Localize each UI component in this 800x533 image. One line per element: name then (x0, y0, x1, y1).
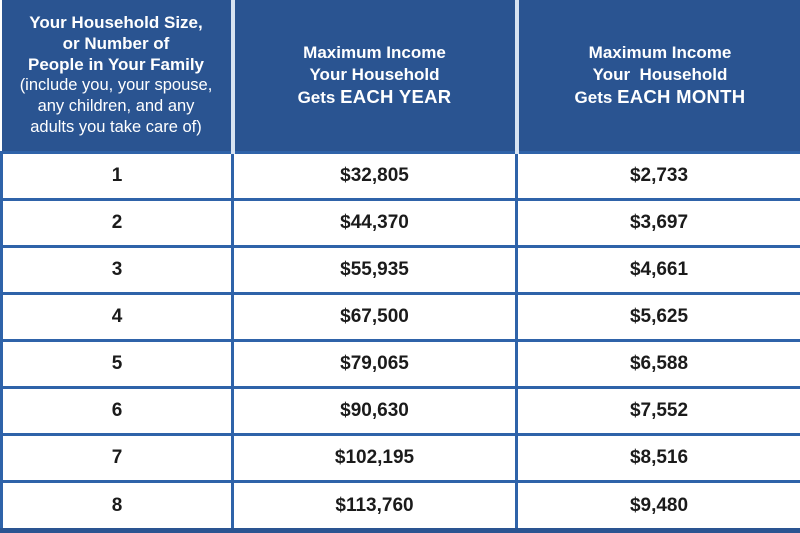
table-row: 5 $79,065 $6,588 (0, 338, 800, 389)
header-line-emphasis: EACH YEAR (340, 85, 452, 107)
monthly-income-cell: $8,516 (515, 433, 800, 484)
table-body: 1 $32,805 $2,733 2 $44,370 $3,697 3 $55,… (0, 150, 800, 533)
household-size-cell: 5 (0, 338, 234, 389)
header-line: People in Your Family (27, 55, 205, 75)
household-size-cell: 2 (0, 197, 234, 248)
table-row: 7 $102,195 $8,516 (0, 433, 800, 484)
yearly-income-cell: $44,370 (231, 197, 518, 248)
yearly-income-cell: $55,935 (231, 244, 518, 295)
header-line: (include you, your spouse, (19, 76, 213, 95)
monthly-income-cell: $4,661 (515, 244, 800, 295)
table-row: 2 $44,370 $3,697 (0, 197, 800, 248)
header-line: Your Household (309, 64, 440, 84)
monthly-income-cell: $9,480 (515, 480, 800, 533)
household-size-cell: 3 (0, 244, 234, 295)
household-size-cell: 7 (0, 433, 234, 484)
header-line: adults you take care of) (30, 118, 202, 137)
yearly-income-cell: $32,805 (231, 150, 518, 201)
header-line: Gets EACH MONTH (525, 86, 796, 109)
header-monthly-income: Maximum Income Your Household Gets EACH … (516, 0, 800, 152)
header-yearly-income: Maximum Income Your Household Gets EACH … (232, 0, 519, 152)
monthly-income-cell: $3,697 (515, 197, 800, 248)
header-line: or Number of (62, 34, 170, 54)
monthly-income-cell: $2,733 (515, 150, 800, 201)
household-size-cell: 1 (0, 150, 234, 201)
header-line-emphasis: EACH MONTH (617, 85, 746, 107)
header-line: Maximum Income (588, 42, 732, 62)
table-row: 3 $55,935 $4,661 (0, 244, 800, 295)
monthly-income-cell: $6,588 (515, 338, 800, 389)
table-row: 1 $32,805 $2,733 (0, 150, 800, 201)
household-size-cell: 8 (0, 480, 234, 533)
header-line: Your Household (592, 64, 728, 84)
table-row: 4 $67,500 $5,625 (0, 291, 800, 342)
household-size-cell: 6 (0, 385, 234, 437)
header-line-prefix: Gets (574, 87, 613, 107)
header-line-prefix: Gets (297, 87, 336, 107)
yearly-income-cell: $113,760 (231, 480, 518, 533)
header-household-size: Your Household Size, or Number of People… (1, 0, 235, 152)
yearly-income-cell: $67,500 (231, 291, 518, 342)
monthly-income-cell: $5,625 (515, 291, 800, 342)
yearly-income-cell: $102,195 (231, 433, 518, 484)
header-line: Maximum Income (303, 42, 446, 62)
header-line: any children, and any (37, 97, 195, 116)
yearly-income-cell: $90,630 (231, 385, 518, 437)
header-line: Your Household Size, (29, 13, 203, 33)
monthly-income-cell: $7,552 (515, 385, 800, 437)
table-header: Your Household Size, or Number of People… (1, 0, 800, 152)
header-row: Your Household Size, or Number of People… (1, 0, 800, 152)
header-line: Gets EACH YEAR (241, 86, 509, 109)
table-row: 8 $113,760 $9,480 (0, 480, 800, 533)
table-row: 6 $90,630 $7,552 (0, 385, 800, 437)
yearly-income-cell: $79,065 (231, 338, 518, 389)
household-size-cell: 4 (0, 291, 234, 342)
